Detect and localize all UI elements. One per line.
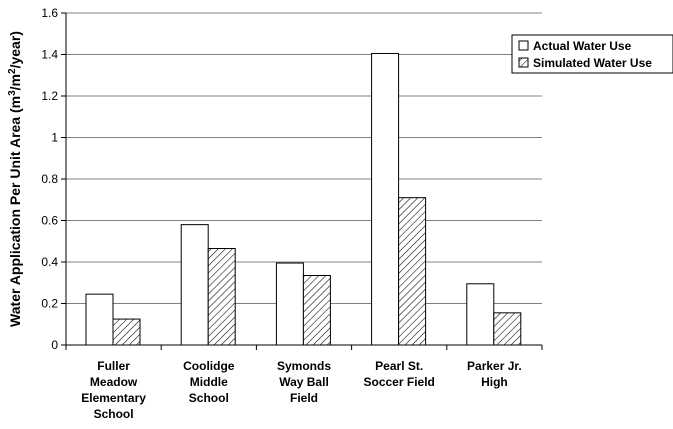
legend-label: Actual Water Use xyxy=(533,39,632,53)
legend: Actual Water Use Simulated Water Use xyxy=(511,34,673,74)
x-category-label: Coolidge Middle School xyxy=(183,359,235,405)
y-axis-label: Water Application Per Unit Area (m3/m2/y… xyxy=(7,31,24,327)
legend-swatch xyxy=(518,57,529,68)
bar-actual xyxy=(180,224,209,346)
axes xyxy=(65,13,543,350)
y-axis-ticks: 0 0.2 0.4 0.6 0.8 1 1.2 1.4 1.6 xyxy=(41,6,66,352)
x-category-label: Pearl St. Soccer Field xyxy=(364,359,435,389)
legend-box xyxy=(511,34,673,74)
y-tick-label: 0.8 xyxy=(41,172,58,186)
y-tick-label: 1.2 xyxy=(41,89,58,103)
bar-simulated xyxy=(398,197,427,346)
bar-simulated xyxy=(207,248,236,346)
y-tick-label: 0 xyxy=(51,338,58,352)
bars xyxy=(85,52,522,346)
gridlines xyxy=(66,12,542,304)
legend-swatch xyxy=(518,40,529,51)
bar-actual xyxy=(371,52,400,346)
bar-simulated xyxy=(302,274,331,346)
bar-simulated xyxy=(493,312,522,346)
x-category-label: Parker Jr. High xyxy=(467,359,522,389)
y-tick-label: 0.4 xyxy=(41,255,58,269)
bar-simulated xyxy=(112,318,141,346)
bar-actual xyxy=(85,293,114,346)
x-category-label: Symonds Way Ball Field xyxy=(277,359,331,405)
bar-actual xyxy=(466,283,495,346)
x-axis-categories: Fuller Meadow Elementary School Coolidge Midd… xyxy=(81,359,522,421)
bar-actual xyxy=(275,262,304,346)
y-tick-label: 1.4 xyxy=(41,48,58,62)
y-tick-label: 1.6 xyxy=(41,6,58,20)
x-category-label: Fuller Meadow Elementary School xyxy=(81,359,146,421)
y-tick-label: 1 xyxy=(51,131,58,145)
y-tick-label: 0.6 xyxy=(41,214,58,228)
legend-label: Simulated Water Use xyxy=(533,56,652,70)
y-tick-label: 0.2 xyxy=(41,297,58,311)
